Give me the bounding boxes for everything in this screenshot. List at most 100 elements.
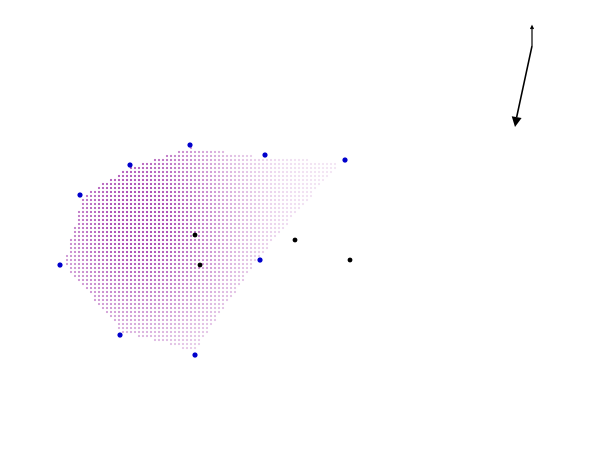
density-dot — [233, 158, 237, 162]
density-dot — [97, 290, 101, 294]
density-dot — [189, 186, 193, 190]
density-dot — [221, 190, 225, 194]
density-dot — [133, 290, 137, 294]
density-dot — [141, 210, 145, 214]
density-dot — [181, 162, 185, 166]
density-dot — [253, 222, 257, 226]
density-dot — [97, 206, 101, 210]
density-dot — [205, 182, 209, 186]
density-dot — [193, 326, 197, 330]
density-dot — [177, 262, 181, 266]
density-dot — [305, 194, 309, 198]
density-dot — [217, 246, 221, 250]
density-dot — [157, 194, 161, 198]
density-dot — [93, 286, 97, 290]
density-dot — [221, 306, 225, 310]
density-dot — [169, 302, 173, 306]
density-dot — [233, 222, 237, 226]
density-dot — [101, 242, 105, 246]
density-dot — [109, 182, 113, 186]
density-dot — [97, 218, 101, 222]
density-dot — [125, 190, 129, 194]
density-dot — [113, 190, 117, 194]
density-dot — [153, 258, 157, 262]
density-dot — [137, 170, 141, 174]
density-dot — [93, 234, 97, 238]
density-dot — [161, 262, 165, 266]
density-dot — [321, 166, 325, 170]
density-dot — [213, 166, 217, 170]
density-dot — [133, 250, 137, 254]
density-dot — [189, 190, 193, 194]
density-dot — [133, 254, 137, 258]
density-dot — [145, 278, 149, 282]
density-dot — [129, 178, 133, 182]
density-dot — [189, 334, 193, 338]
density-dot — [93, 226, 97, 230]
density-dot — [133, 286, 137, 290]
density-dot — [213, 214, 217, 218]
density-dot — [85, 214, 89, 218]
density-dot — [69, 258, 73, 262]
density-dot — [173, 314, 177, 318]
point-layer — [57, 142, 353, 358]
density-dot — [149, 298, 153, 302]
density-dot — [277, 186, 281, 190]
density-dot — [145, 266, 149, 270]
density-dot — [129, 314, 133, 318]
density-dot — [213, 206, 217, 210]
density-dot — [197, 222, 201, 226]
density-dot — [169, 246, 173, 250]
density-dot — [205, 250, 209, 254]
density-dot — [209, 154, 213, 158]
density-dot — [205, 154, 209, 158]
density-dot — [213, 318, 217, 322]
density-dot — [165, 338, 169, 342]
density-dot — [181, 278, 185, 282]
density-dot — [173, 322, 177, 326]
density-dot — [169, 282, 173, 286]
density-dot — [117, 282, 121, 286]
density-dot — [201, 198, 205, 202]
density-dot — [145, 170, 149, 174]
density-dot — [93, 202, 97, 206]
density-dot — [77, 230, 81, 234]
density-dot — [177, 186, 181, 190]
density-dot — [189, 330, 193, 334]
density-dot — [193, 334, 197, 338]
density-dot — [313, 178, 317, 182]
density-dot — [177, 318, 181, 322]
density-dot — [273, 190, 277, 194]
density-dot — [137, 318, 141, 322]
density-dot — [153, 322, 157, 326]
density-dot — [285, 194, 289, 198]
density-dot — [145, 254, 149, 258]
density-dot — [265, 178, 269, 182]
density-dot — [245, 154, 249, 158]
density-dot — [173, 202, 177, 206]
density-dot — [261, 202, 265, 206]
density-dot — [149, 186, 153, 190]
density-dot — [157, 230, 161, 234]
density-dot — [233, 226, 237, 230]
density-dot — [209, 246, 213, 250]
density-dot — [273, 234, 277, 238]
density-dot — [93, 210, 97, 214]
density-dot — [229, 210, 233, 214]
density-dot — [161, 162, 165, 166]
density-dot — [249, 166, 253, 170]
density-dot — [149, 198, 153, 202]
density-dot — [241, 178, 245, 182]
density-dot — [249, 262, 253, 266]
density-dot — [121, 270, 125, 274]
density-dot — [145, 214, 149, 218]
density-dot — [109, 222, 113, 226]
density-dot — [165, 270, 169, 274]
density-dot — [265, 198, 269, 202]
density-dot — [309, 186, 313, 190]
density-dot — [81, 250, 85, 254]
density-dot — [217, 186, 221, 190]
density-dot — [105, 218, 109, 222]
density-dot — [237, 154, 241, 158]
density-dot — [297, 206, 301, 210]
